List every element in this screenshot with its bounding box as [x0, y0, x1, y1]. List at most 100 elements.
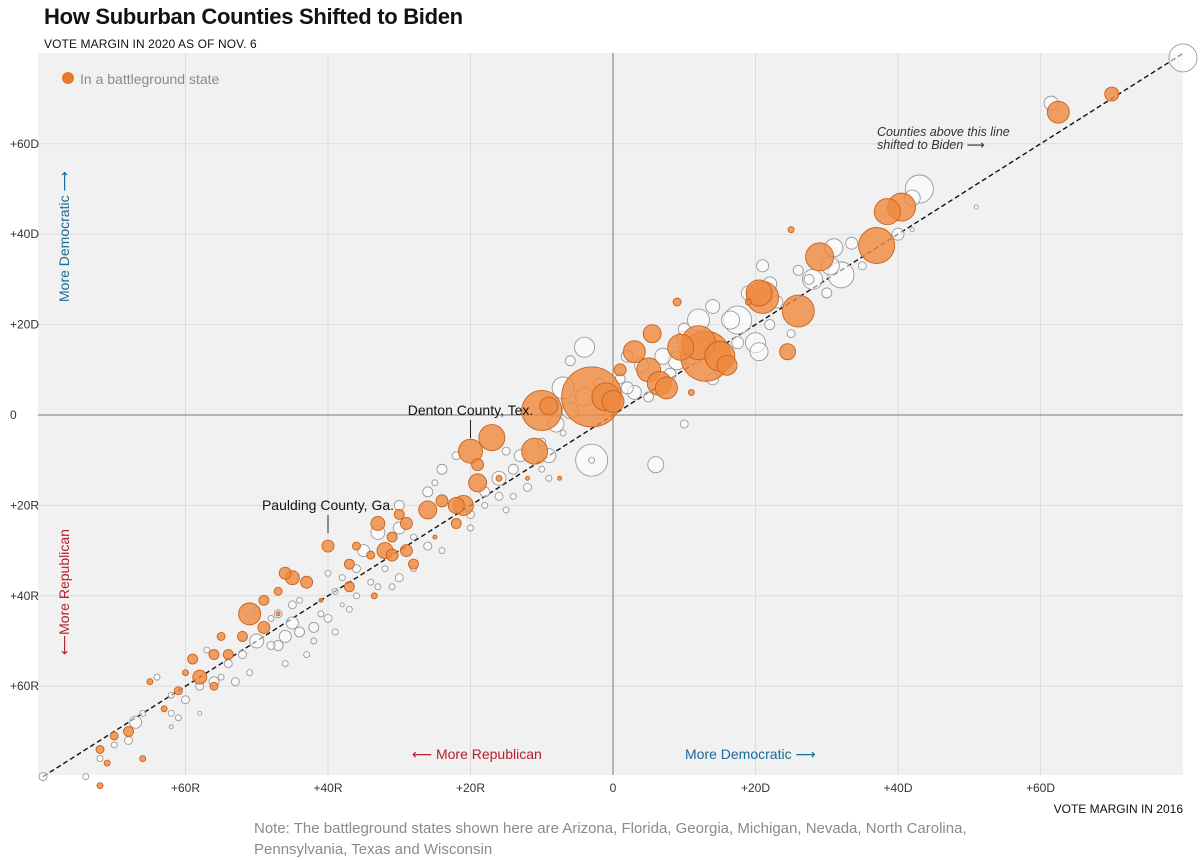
- data-point-battleground: [300, 575, 314, 589]
- data-point-other: [381, 565, 389, 573]
- data-point-other: [223, 659, 233, 669]
- data-point-battleground: [222, 649, 234, 661]
- data-point-other: [845, 236, 859, 250]
- data-point-other: [559, 429, 567, 437]
- data-point-other: [679, 419, 689, 429]
- x-tick-label: +60R: [171, 781, 200, 795]
- data-point-battleground: [343, 558, 355, 570]
- data-point-other: [721, 310, 741, 330]
- data-point-other: [338, 574, 346, 582]
- data-point-battleground: [435, 494, 449, 508]
- callout-label: Denton County, Tex.: [408, 402, 534, 418]
- data-point-battleground: [393, 508, 405, 520]
- y-tick-label: +60D: [10, 137, 39, 151]
- data-point-battleground: [687, 388, 695, 396]
- data-point-other: [523, 482, 532, 492]
- data-point-battleground: [495, 474, 503, 482]
- data-point-battleground: [622, 340, 646, 364]
- data-point-other: [1168, 43, 1198, 73]
- data-point-other: [82, 773, 90, 781]
- data-point-other: [393, 499, 405, 511]
- data-point-battleground: [478, 424, 506, 452]
- data-point-other: [909, 227, 915, 233]
- data-point-other: [96, 755, 104, 762]
- data-point-battleground: [745, 279, 773, 307]
- data-point-battleground: [471, 458, 485, 472]
- callout-label: Paulding County, Ga.: [262, 497, 394, 513]
- data-point-other: [367, 578, 375, 586]
- data-point-battleground: [654, 376, 678, 400]
- data-point-battleground: [343, 581, 355, 593]
- data-point-other: [181, 695, 190, 705]
- data-point-other: [294, 626, 305, 638]
- data-point-other: [431, 479, 439, 487]
- data-point-battleground: [432, 534, 438, 540]
- x-tick-label: +40D: [883, 781, 912, 795]
- data-point-other: [167, 691, 175, 699]
- data-point-battleground: [139, 755, 147, 762]
- data-point-other: [352, 564, 361, 574]
- chart-subtitle: VOTE MARGIN IN 2020 AS OF NOV. 6: [44, 37, 257, 51]
- legend-label: In a battleground state: [80, 71, 220, 87]
- data-point-other: [238, 650, 247, 660]
- data-point-battleground: [781, 294, 815, 328]
- data-point-other: [353, 592, 360, 600]
- data-point-other: [217, 673, 225, 681]
- data-point-other: [339, 602, 345, 608]
- data-point-battleground: [601, 389, 625, 413]
- data-point-other: [174, 714, 182, 722]
- data-point-other: [139, 709, 147, 717]
- data-point-other: [230, 677, 240, 687]
- data-point-battleground: [468, 473, 488, 493]
- data-point-battleground: [447, 496, 465, 514]
- data-point-battleground: [399, 544, 413, 558]
- data-point-other: [308, 621, 320, 633]
- footnote: Note: The battleground states shown here…: [254, 820, 967, 858]
- data-point-battleground: [539, 396, 559, 416]
- data-point-other: [124, 735, 133, 745]
- data-point-other: [501, 446, 511, 456]
- y-tick-label: +20D: [10, 318, 39, 332]
- data-point-other: [647, 456, 665, 474]
- data-point-other: [821, 287, 833, 299]
- data-point-other: [331, 628, 339, 636]
- data-point-other: [197, 710, 203, 716]
- legend: In a battleground state: [62, 71, 220, 87]
- data-point-other: [153, 673, 161, 681]
- y-tick-label: +40D: [10, 227, 39, 241]
- data-point-battleground: [399, 517, 413, 530]
- x-direction-left-label: ⟵ More Republican: [412, 746, 542, 762]
- data-point-other: [296, 596, 303, 604]
- grid-lines: [38, 53, 1183, 775]
- data-point-other: [574, 336, 595, 358]
- data-point-battleground: [450, 518, 462, 529]
- data-point-battleground: [521, 437, 549, 465]
- data-point-other: [764, 319, 776, 331]
- data-point-other: [310, 637, 318, 645]
- data-point-battleground: [458, 438, 483, 464]
- data-point-battleground: [216, 632, 226, 641]
- data-point-other: [564, 355, 576, 367]
- data-point-battleground: [779, 343, 797, 361]
- data-point-battleground: [237, 631, 248, 642]
- x-direction-right-label: More Democratic ⟶: [685, 746, 816, 762]
- data-point-other: [538, 465, 546, 473]
- data-point-other: [545, 474, 553, 482]
- data-point-battleground: [146, 678, 154, 686]
- data-point-battleground: [370, 592, 378, 600]
- data-point-battleground: [257, 620, 271, 634]
- legend-swatch: [62, 72, 74, 84]
- x-tick-label: +20D: [741, 781, 770, 795]
- data-point-other: [749, 342, 769, 362]
- data-point-battleground: [672, 297, 682, 307]
- data-point-battleground: [667, 333, 695, 361]
- data-point-battleground: [160, 705, 168, 713]
- data-point-battleground: [418, 500, 438, 520]
- data-point-battleground: [123, 725, 134, 737]
- data-point-battleground: [352, 541, 361, 551]
- data-point-other: [331, 587, 339, 595]
- data-point-other: [786, 329, 796, 339]
- data-point-other: [303, 651, 311, 659]
- data-point-battleground: [103, 759, 111, 767]
